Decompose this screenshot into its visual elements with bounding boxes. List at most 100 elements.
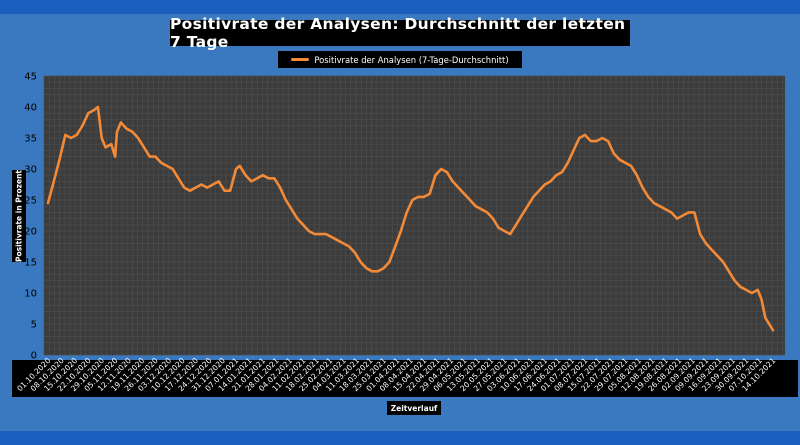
data-point: [429, 193, 431, 195]
data-point: [549, 180, 552, 182]
data-point: [388, 261, 390, 263]
data-point: [131, 131, 133, 133]
data-point: [360, 261, 362, 263]
data-point: [665, 208, 667, 210]
data-point: [101, 137, 103, 139]
data-point: [70, 137, 72, 139]
data-point: [256, 177, 258, 179]
data-point: [572, 149, 575, 151]
data-point: [64, 134, 66, 136]
y-tick-label: 15: [24, 258, 37, 269]
data-point: [417, 196, 419, 198]
data-point: [342, 242, 344, 244]
y-tick-label: 40: [24, 103, 37, 114]
y-tick-label: 45: [24, 72, 37, 83]
data-point: [699, 233, 701, 235]
data-point: [325, 233, 327, 235]
y-tick-label: 20: [24, 227, 37, 238]
data-point: [250, 180, 252, 182]
data-point: [285, 199, 287, 201]
data-point: [705, 242, 707, 244]
data-point: [279, 187, 281, 189]
y-tick-label: 0: [31, 351, 37, 362]
data-point: [653, 202, 655, 204]
data-point: [235, 168, 237, 170]
data-point: [642, 187, 644, 189]
data-point: [76, 134, 78, 136]
data-point: [768, 323, 770, 325]
data-point: [538, 190, 540, 192]
data-point: [452, 180, 454, 182]
data-point: [411, 199, 413, 201]
legend-swatch: [291, 58, 310, 61]
data-point: [561, 171, 563, 173]
legend: Positivrate der Analysen (7-Tage-Durchsc…: [278, 51, 522, 68]
data-point: [110, 143, 112, 145]
data-point: [457, 187, 459, 189]
data-point: [291, 208, 293, 210]
data-point: [58, 159, 61, 161]
data-point: [624, 162, 626, 164]
data-point: [137, 137, 139, 139]
data-point: [509, 233, 511, 235]
data-point: [120, 121, 122, 124]
data-point: [223, 190, 226, 192]
data-point: [722, 261, 724, 263]
data-point: [104, 146, 107, 148]
data-point: [239, 165, 241, 167]
data-point: [469, 199, 471, 201]
data-point: [302, 224, 304, 226]
data-point: [154, 156, 156, 158]
data-point: [172, 168, 174, 170]
data-point: [377, 270, 379, 272]
data-point: [365, 267, 367, 269]
data-point: [578, 137, 580, 139]
data-point: [521, 214, 523, 217]
data-point: [670, 211, 672, 213]
data-point: [183, 187, 185, 189]
y-tick-label: 5: [31, 320, 37, 331]
data-point: [177, 177, 179, 179]
data-point: [423, 196, 425, 198]
x-axis-band: [12, 360, 798, 397]
data-point: [734, 280, 736, 282]
data-point: [160, 162, 162, 164]
data-point: [189, 190, 191, 192]
grid: [43, 75, 785, 356]
data-point: [93, 109, 95, 111]
data-point: [195, 187, 197, 189]
data-point: [526, 205, 529, 207]
data-point: [206, 187, 208, 189]
data-point: [273, 177, 275, 179]
chart-title: Positivrate der Analysen: Durchschnitt d…: [170, 15, 630, 51]
data-point: [354, 252, 356, 254]
data-point: [262, 174, 264, 176]
data-point: [337, 239, 339, 241]
data-point: [406, 211, 408, 213]
data-point: [590, 140, 592, 142]
data-point: [480, 208, 483, 210]
data-point: [296, 218, 298, 220]
data-point: [440, 168, 442, 170]
bottom-banner: [0, 431, 800, 445]
data-point: [394, 245, 396, 248]
data-point: [229, 190, 231, 192]
data-point: [647, 196, 649, 198]
data-point: [446, 171, 448, 173]
data-point: [268, 177, 270, 179]
data-point: [567, 162, 569, 164]
top-banner: [0, 0, 800, 14]
data-point: [595, 140, 598, 142]
data-point: [463, 193, 465, 195]
data-point: [218, 180, 220, 182]
data-point: [114, 156, 116, 158]
data-point: [613, 152, 615, 155]
data-point: [716, 255, 719, 257]
data-point: [515, 224, 517, 226]
data-point: [348, 245, 350, 248]
data-point: [636, 174, 638, 176]
data-point: [711, 249, 713, 251]
data-point: [383, 267, 385, 269]
data-point: [682, 214, 684, 217]
